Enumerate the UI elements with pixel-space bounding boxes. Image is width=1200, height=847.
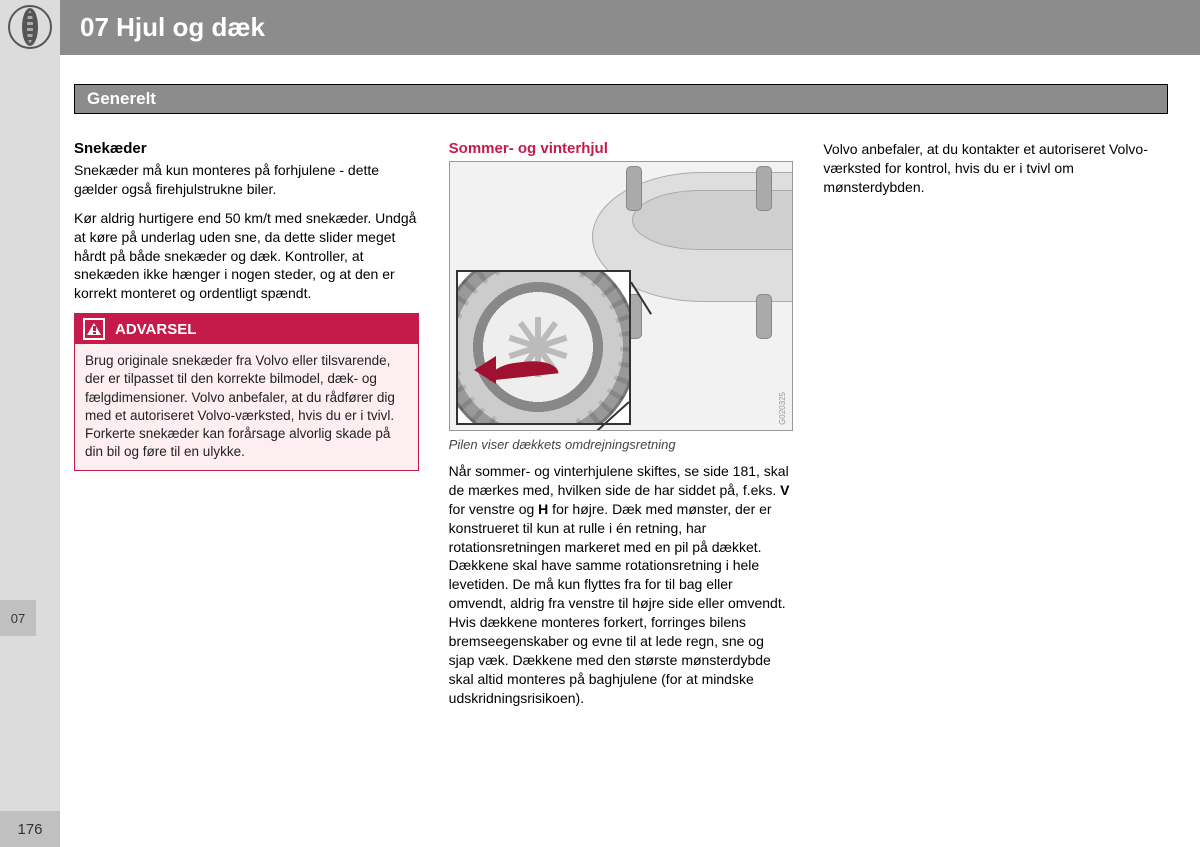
column-1: Snekæder Snekæder må kun monteres på for… (74, 140, 419, 718)
col2-heading: Sommer- og vinterhjul (449, 140, 794, 157)
col2-para: Når sommer- og vinterhjulene skiftes, se… (449, 462, 794, 708)
left-gutter: 07 176 (0, 0, 60, 847)
figure-tire-direction: G020325 (449, 161, 794, 431)
bold-h: H (538, 501, 548, 517)
bold-v: V (780, 482, 789, 498)
warning-header: ADVARSEL (75, 314, 418, 344)
car-wheel-rear-bottom (756, 294, 772, 339)
text-span: for højre. Dæk med mønster, der er konst… (449, 501, 786, 706)
figure-id: G020325 (778, 392, 787, 425)
col3-para: Volvo anbefaler, at du kontakter et auto… (823, 140, 1168, 197)
rotation-arrow-icon (488, 362, 558, 377)
col1-para1: Snekæder må kun monteres på forhjulene -… (74, 161, 419, 199)
warning-body: Brug originale snekæder fra Volvo eller … (75, 344, 418, 469)
page-number: 176 (0, 811, 60, 847)
chapter-title: 07 Hjul og dæk (80, 12, 265, 43)
side-tab: 07 (0, 600, 36, 636)
section-header: Generelt (74, 84, 1168, 114)
warning-box: ADVARSEL Brug originale snekæder fra Vol… (74, 313, 419, 470)
chapter-header: 07 Hjul og dæk (60, 0, 1200, 55)
content-area: Snekæder Snekæder må kun monteres på for… (74, 140, 1168, 718)
col1-para2: Kør aldrig hurtigere end 50 km/t med sne… (74, 209, 419, 303)
tire-detail-inset (456, 270, 631, 425)
column-2: Sommer- og vinterhjul (449, 140, 794, 718)
text-span: Når sommer- og vinterhjulene skiftes, se… (449, 463, 789, 498)
text-span: for venstre og (449, 501, 539, 517)
car-wheel-front (626, 166, 642, 211)
section-title: Generelt (87, 87, 1165, 111)
warning-label: ADVARSEL (115, 321, 196, 338)
col1-heading: Snekæder (74, 140, 419, 157)
column-3: Volvo anbefaler, at du kontakter et auto… (823, 140, 1168, 718)
figure-caption: Pilen viser dækkets omdrejningsretning (449, 437, 794, 452)
tire-icon (8, 5, 52, 49)
car-wheel-rear-top (756, 166, 772, 211)
warning-icon (83, 318, 105, 340)
